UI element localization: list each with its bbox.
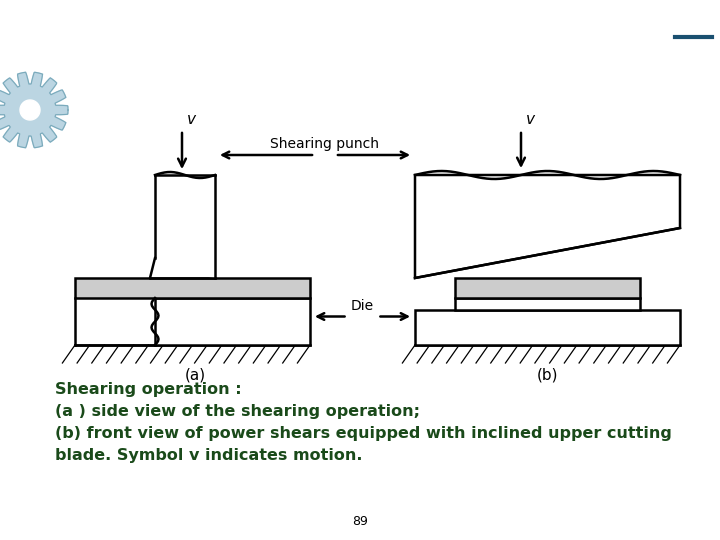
Polygon shape: [150, 175, 215, 278]
Bar: [455, 298, 640, 310]
Text: Die: Die: [351, 300, 374, 314]
Text: (b): (b): [536, 367, 558, 382]
Polygon shape: [0, 72, 68, 148]
Text: 89: 89: [352, 515, 368, 528]
Polygon shape: [415, 175, 680, 278]
Text: v: v: [187, 112, 196, 127]
Text: v: v: [526, 112, 535, 127]
Text: (b) front view of power shears equipped with inclined upper cutting: (b) front view of power shears equipped …: [55, 426, 672, 441]
Text: Shearing punch: Shearing punch: [271, 137, 379, 151]
Text: (a): (a): [184, 367, 206, 382]
Bar: [75, 278, 310, 298]
Polygon shape: [20, 100, 40, 120]
Text: (a ) side view of the shearing operation;: (a ) side view of the shearing operation…: [55, 404, 420, 419]
Text: Shearing operation :: Shearing operation :: [55, 382, 242, 397]
Bar: [455, 278, 640, 298]
Bar: [155, 298, 310, 345]
Text: blade. Symbol v indicates motion.: blade. Symbol v indicates motion.: [55, 448, 362, 463]
Bar: [415, 310, 680, 345]
